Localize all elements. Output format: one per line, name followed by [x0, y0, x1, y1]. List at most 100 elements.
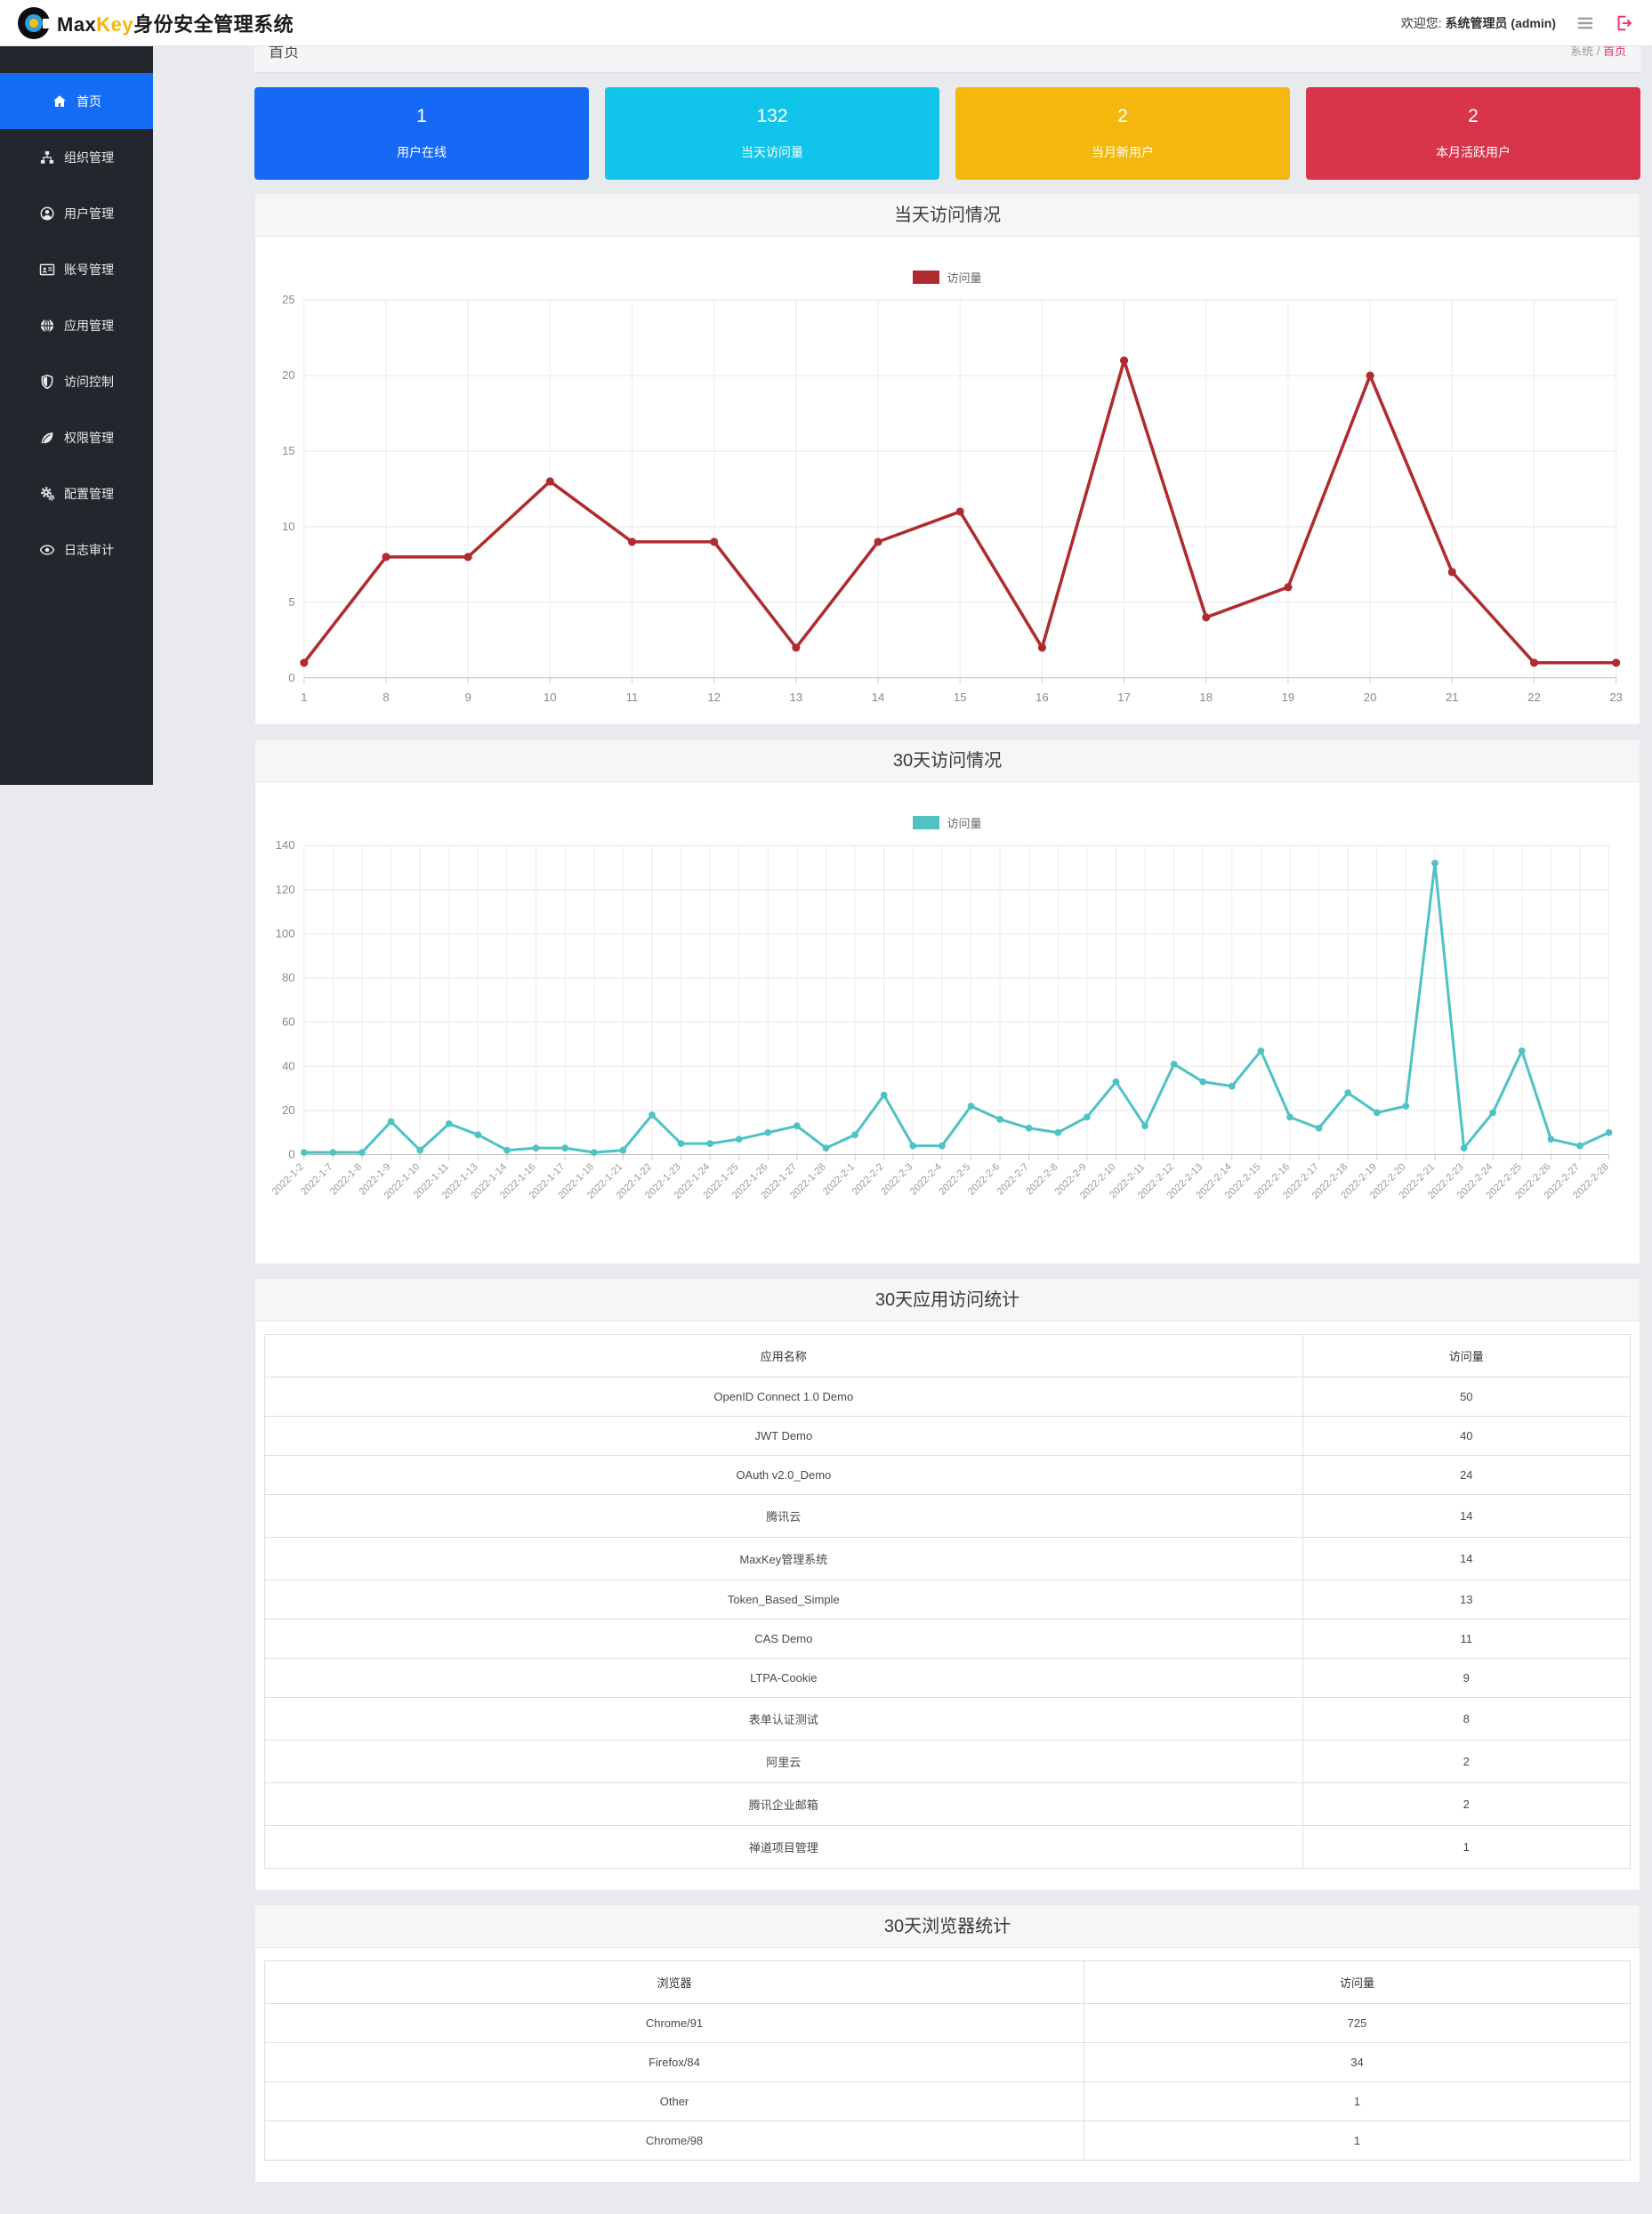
- id-card-icon: [39, 262, 55, 278]
- cell-value: 725: [1084, 2002, 1631, 2043]
- sidebar-item-label: 组织管理: [64, 149, 114, 165]
- cell-name: 表单认证测试: [264, 1696, 1303, 1741]
- stat-label: 当月新用户: [1092, 145, 1154, 159]
- table-row: JWT Demo 40: [264, 1415, 1632, 1456]
- panel-title: 当天访问情况: [254, 193, 1640, 237]
- table-header-row: 浏览器 访问量: [264, 1959, 1631, 2004]
- table-row: Token_Based_Simple 13: [264, 1579, 1632, 1620]
- cell-value: 11: [1301, 1618, 1632, 1659]
- table-row: 腾讯云 14: [264, 1493, 1632, 1538]
- sidebar-item-audit[interactable]: 日志审计: [0, 521, 153, 578]
- cell-value: 34: [1084, 2041, 1631, 2082]
- panel-title: 30天访问情况: [254, 739, 1640, 783]
- cell-value: 40: [1301, 1415, 1632, 1456]
- panel-browser-stats: 30天浏览器统计 浏览器 访问量 Chrome/91 725 Firefox/84 34 O…: [254, 1903, 1640, 2183]
- cell-value: 50: [1301, 1376, 1632, 1417]
- svg-text:20: 20: [1364, 691, 1377, 704]
- svg-text:21: 21: [1446, 691, 1459, 704]
- stat-cards: 1 用户在线 132 当天访问量 2 当月新用户 2 本月活跃用户: [254, 87, 1640, 180]
- breadcrumb-current[interactable]: 首页: [1602, 44, 1626, 58]
- cell-value: 1: [1301, 1824, 1632, 1869]
- cell-value: 1: [1084, 2081, 1631, 2121]
- globe-icon: [39, 318, 55, 334]
- cell-name: OAuth v2.0_Demo: [264, 1454, 1303, 1495]
- table-row: 阿里云 2: [264, 1739, 1632, 1783]
- svg-text:14: 14: [872, 691, 885, 704]
- cell-name: Token_Based_Simple: [264, 1579, 1303, 1620]
- sidebar-item-label: 权限管理: [64, 430, 114, 445]
- cell-name: 腾讯云: [264, 1493, 1303, 1538]
- panel-app-stats: 30天应用访问统计 应用名称 访问量 OpenID Connect 1.0 Demo…: [254, 1277, 1640, 1891]
- sidebar-item-config[interactable]: 配置管理: [0, 465, 153, 521]
- svg-text:40: 40: [282, 1060, 295, 1073]
- svg-text:10: 10: [282, 520, 295, 533]
- page-title: 首页: [269, 44, 299, 61]
- sitemap-icon: [39, 149, 55, 166]
- cell-name: 腾讯企业邮箱: [264, 1782, 1303, 1826]
- sidebar-item-access[interactable]: 访问控制: [0, 353, 153, 409]
- menu-icon[interactable]: [1575, 13, 1595, 33]
- breadcrumb-root[interactable]: 系统: [1570, 44, 1594, 58]
- cell-value: 2: [1301, 1782, 1632, 1826]
- table-row: Chrome/98 1: [264, 2120, 1631, 2161]
- stat-value: 2: [1468, 106, 1479, 126]
- sidebar-item-perm[interactable]: 权限管理: [0, 409, 153, 465]
- sidebar-item-user[interactable]: 用户管理: [0, 185, 153, 241]
- table-row: OAuth v2.0_Demo 24: [264, 1454, 1632, 1495]
- apps-table: 应用名称 访问量 OpenID Connect 1.0 Demo 50 JWT Demo…: [264, 1333, 1632, 1869]
- svg-text:10: 10: [544, 691, 557, 704]
- svg-text:18: 18: [1199, 691, 1213, 704]
- cell-name: JWT Demo: [264, 1415, 1303, 1456]
- sidebar-item-app[interactable]: 应用管理: [0, 297, 153, 353]
- sidebar-item-label: 账号管理: [64, 262, 114, 277]
- table-row: CAS Demo 11: [264, 1618, 1632, 1659]
- table-row: 禅道项目管理 1: [264, 1824, 1632, 1869]
- svg-text:19: 19: [1282, 691, 1295, 704]
- chart-legend[interactable]: 访问量: [255, 237, 1640, 286]
- sidebar-item-label: 首页: [77, 93, 101, 109]
- column-header: 应用名称: [264, 1333, 1303, 1378]
- stat-card-0: 1 用户在线: [254, 87, 589, 180]
- user-circle-icon: [39, 206, 55, 222]
- app-title: MaxKey身份安全管理系统: [57, 12, 294, 36]
- cell-name: 阿里云: [264, 1739, 1303, 1783]
- svg-text:15: 15: [282, 444, 295, 457]
- stat-card-2: 2 当月新用户: [955, 87, 1290, 180]
- main-area: 首页 系统 / 首页 1 用户在线 132 当天访问量 2 当月新用户 2 本月活跃用户 当天…: [153, 0, 1652, 2183]
- cell-name: CAS Demo: [264, 1618, 1303, 1659]
- cell-name: MaxKey管理系统: [264, 1536, 1303, 1580]
- eye-icon: [39, 542, 55, 558]
- chart-legend[interactable]: 访问量: [255, 782, 1640, 831]
- stat-card-3: 2 本月活跃用户: [1306, 87, 1640, 180]
- shield-icon: [39, 374, 55, 390]
- legend-swatch: [913, 271, 940, 284]
- svg-text:17: 17: [1117, 691, 1131, 704]
- svg-text:11: 11: [626, 691, 639, 704]
- sidebar-item-account[interactable]: 账号管理: [0, 241, 153, 297]
- sidebar-item-org[interactable]: 组织管理: [0, 129, 153, 185]
- svg-text:80: 80: [282, 972, 295, 985]
- svg-text:0: 0: [288, 671, 294, 684]
- stat-value: 1: [416, 106, 427, 126]
- legend-swatch: [913, 816, 940, 830]
- svg-text:20: 20: [282, 368, 295, 382]
- column-header: 浏览器: [264, 1959, 1084, 2004]
- leaf-icon: [39, 430, 55, 446]
- svg-text:23: 23: [1609, 691, 1623, 704]
- cell-value: 2: [1301, 1739, 1632, 1783]
- maxkey-logo-icon: [18, 6, 51, 39]
- svg-text:0: 0: [288, 1148, 294, 1161]
- brand: MaxKey身份安全管理系统: [18, 6, 294, 39]
- cell-name: Chrome/98: [264, 2120, 1084, 2161]
- stat-label: 本月活跃用户: [1436, 145, 1511, 159]
- svg-text:20: 20: [282, 1103, 295, 1117]
- logout-icon[interactable]: [1615, 13, 1634, 33]
- sidebar-item-label: 日志审计: [64, 542, 114, 557]
- sidebar-item-home[interactable]: 首页: [0, 73, 153, 129]
- table-row: Chrome/91 725: [264, 2002, 1631, 2043]
- sidebar-item-label: 访问控制: [64, 374, 114, 389]
- cell-name: Chrome/91: [264, 2002, 1084, 2043]
- stat-label: 用户在线: [397, 145, 447, 159]
- cell-value: 14: [1301, 1493, 1632, 1538]
